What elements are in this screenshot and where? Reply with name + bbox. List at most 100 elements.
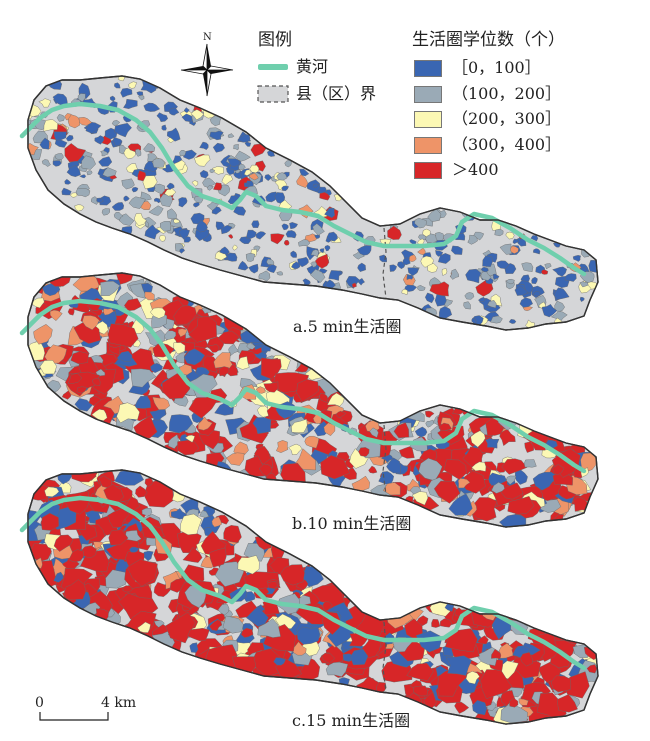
life-circle-patch	[471, 461, 487, 472]
life-circle-patch	[328, 270, 343, 281]
life-circle-patch	[378, 471, 395, 486]
life-circle-patch	[499, 514, 527, 527]
life-circle-patch	[102, 167, 117, 178]
life-circle-patch	[350, 648, 369, 666]
life-circle-patch	[76, 386, 88, 394]
life-circle-patch	[351, 282, 357, 288]
life-circle-patch	[357, 262, 366, 272]
life-circle-patch	[206, 201, 220, 211]
life-circle-patch	[424, 292, 435, 304]
life-circle-patch	[213, 352, 233, 370]
life-circle-patch	[127, 559, 158, 587]
life-circle-patch	[144, 224, 161, 240]
life-circle-patch	[465, 671, 480, 685]
life-circle-patch	[281, 223, 289, 231]
scale-end-label: 4 km	[101, 695, 137, 711]
life-circle-patch	[471, 317, 477, 325]
life-circle-patch	[291, 418, 308, 433]
life-circle-patch	[29, 560, 58, 590]
life-circle-patch	[166, 127, 181, 142]
life-circle-patch	[183, 149, 197, 160]
legend-swatch-1	[414, 85, 442, 103]
life-circle-patch	[463, 301, 471, 310]
life-circle-patch	[209, 130, 224, 141]
life-circle-patch	[91, 378, 101, 387]
life-circle-patch	[54, 153, 64, 160]
life-circle-patch	[150, 363, 163, 374]
life-circle-patch	[290, 641, 307, 656]
life-circle-patch	[532, 248, 541, 255]
life-circle-patch	[53, 534, 74, 552]
legend-swatch-2	[414, 111, 442, 128]
legend-county-label: 县（区）界	[296, 84, 377, 103]
life-circle-patch	[320, 455, 351, 480]
life-circle-patch	[409, 254, 417, 262]
life-circle-patch	[325, 279, 336, 289]
life-circle-patch	[492, 273, 500, 280]
life-circle-patch	[98, 475, 113, 489]
life-circle-patch	[310, 261, 317, 268]
legend-class-label-2: （200，300］	[452, 109, 562, 128]
life-circle-patch	[41, 159, 51, 167]
life-circle-patch	[369, 427, 379, 438]
life-circle-patch	[407, 267, 420, 277]
life-circle-patch	[417, 285, 426, 291]
life-circle-patch	[39, 360, 57, 375]
legend-swatch-4	[414, 162, 442, 179]
life-circle-patch	[80, 545, 97, 558]
life-circle-patch	[291, 261, 301, 270]
life-circle-patch	[404, 618, 423, 641]
life-circle-patch	[510, 245, 519, 254]
life-circle-patch	[135, 148, 142, 157]
legend-swatch-0	[414, 60, 442, 77]
life-circle-patch	[413, 685, 428, 697]
life-circle-patch	[358, 447, 370, 457]
life-circle-patch	[180, 513, 202, 536]
life-circle-patch	[179, 248, 185, 254]
life-circle-patch	[499, 428, 516, 447]
life-circle-patch	[49, 309, 63, 321]
life-circle-patch	[477, 296, 486, 302]
life-circle-patch	[284, 159, 292, 168]
life-circle-patch	[143, 102, 161, 112]
life-circle-patch	[142, 175, 158, 190]
life-circle-patch	[553, 287, 570, 300]
life-circle-patch	[128, 81, 138, 89]
life-circle-patch	[111, 202, 125, 211]
life-circle-patch	[109, 95, 116, 101]
life-circle-patch	[276, 271, 283, 276]
life-circle-patch	[290, 250, 297, 258]
life-circle-patch	[450, 268, 459, 280]
life-circle-patch	[138, 95, 145, 101]
life-circle-patch	[451, 245, 463, 255]
life-circle-patch	[82, 315, 100, 331]
life-circle-patch	[193, 202, 200, 208]
life-circle-patch	[119, 213, 135, 226]
life-circle-patch	[472, 700, 488, 716]
life-circle-patch	[164, 188, 177, 197]
life-circle-patch	[121, 178, 135, 190]
life-circle-patch	[88, 395, 102, 407]
life-circle-patch	[190, 109, 204, 121]
legend-swatch-3	[414, 136, 442, 154]
life-circle-patch	[393, 422, 410, 439]
life-circle-patch	[61, 390, 72, 400]
life-circle-patch	[464, 292, 475, 300]
life-circle-patch	[279, 564, 305, 586]
life-circle-patch	[326, 231, 338, 242]
life-circle-patch	[465, 268, 482, 284]
life-circle-patch	[512, 238, 519, 244]
life-circle-patch	[531, 276, 538, 285]
life-circle-patch	[170, 508, 187, 520]
life-circle-patch	[197, 416, 213, 431]
scale-start-label: 0	[35, 695, 44, 711]
life-circle-patch	[398, 445, 415, 459]
life-circle-patch	[480, 669, 513, 700]
life-circle-patch	[473, 231, 485, 241]
life-circle-patch	[173, 305, 197, 325]
life-circle-patch	[179, 150, 187, 157]
life-circle-patch	[310, 249, 320, 257]
life-circle-patch	[267, 581, 279, 589]
life-circle-patch	[310, 269, 326, 283]
life-circle-patch	[209, 619, 223, 632]
